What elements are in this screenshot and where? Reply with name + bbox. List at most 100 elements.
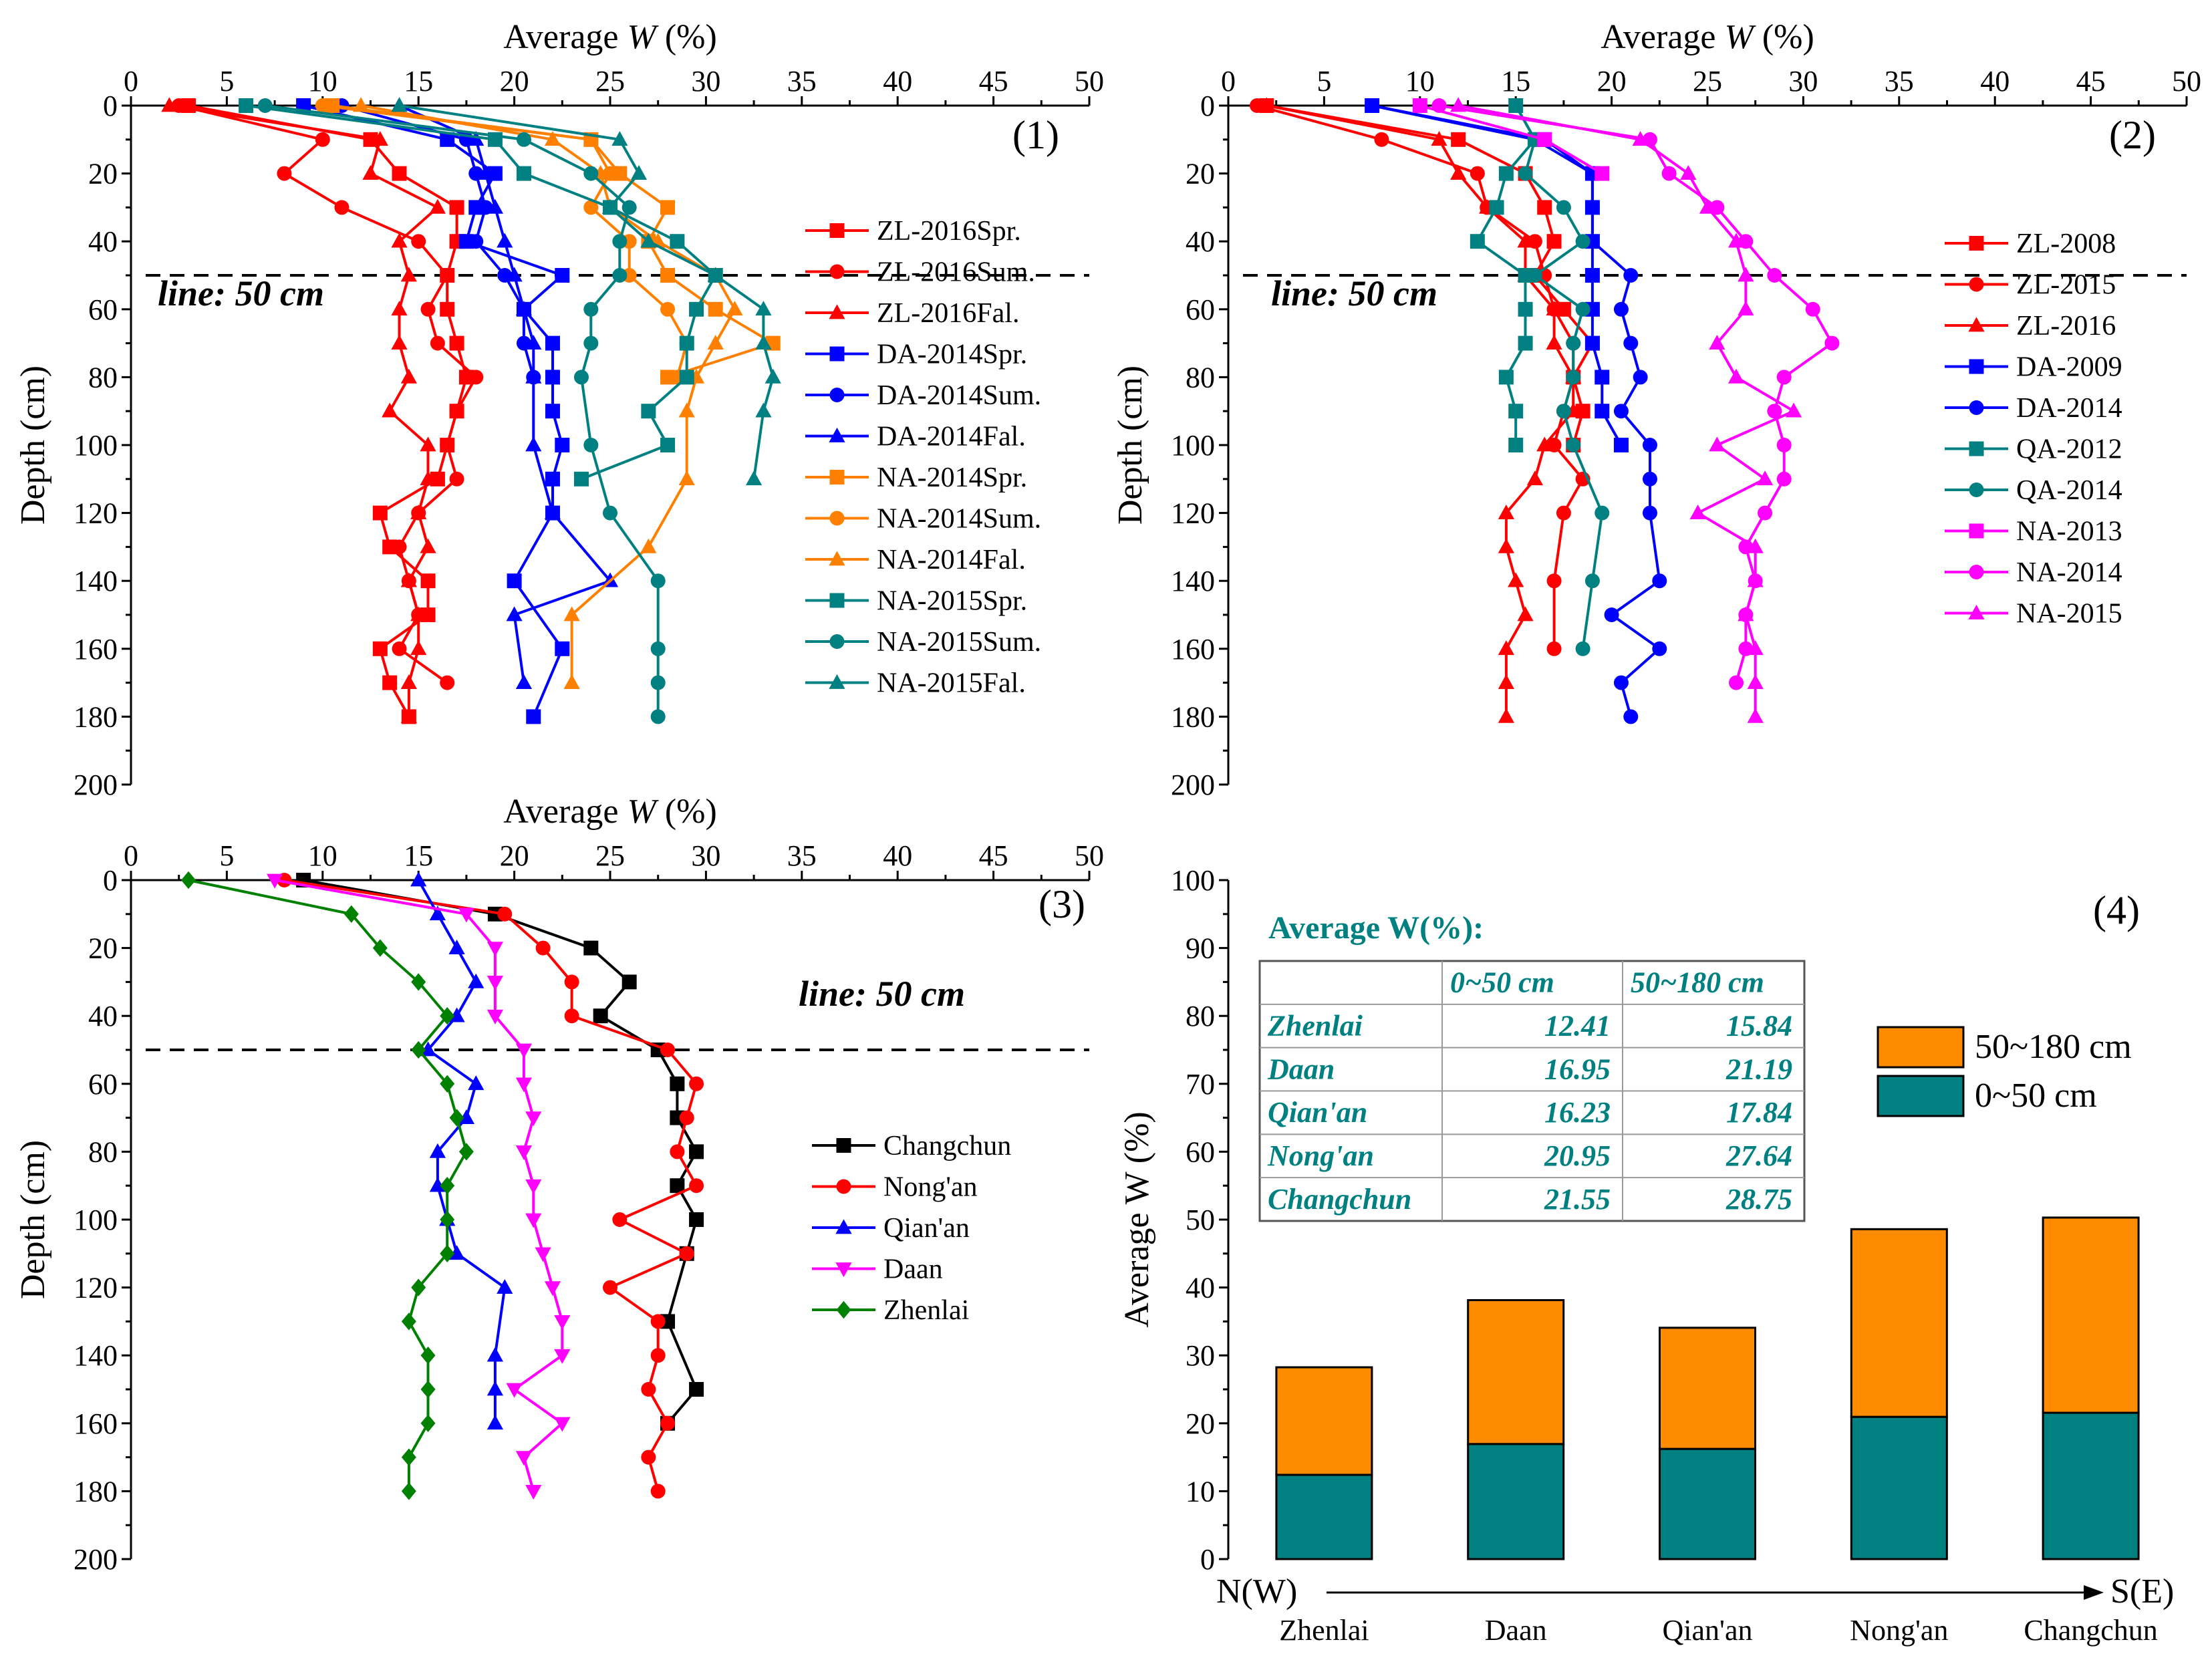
x-tick-label: 0 bbox=[124, 839, 138, 872]
legend-marker bbox=[1968, 604, 1985, 619]
x-axis-title-prefix: Average bbox=[503, 18, 627, 56]
data-point bbox=[525, 1179, 542, 1194]
data-point bbox=[1470, 234, 1485, 249]
data-point bbox=[1709, 334, 1725, 350]
data-point bbox=[1727, 368, 1745, 384]
data-point bbox=[516, 132, 531, 147]
y-tick-label: 60 bbox=[1186, 1135, 1215, 1168]
data-point bbox=[1661, 166, 1677, 181]
data-point bbox=[1517, 606, 1534, 621]
data-point bbox=[506, 606, 523, 621]
data-point bbox=[430, 335, 445, 351]
x-tick-label: 0 bbox=[124, 65, 138, 98]
data-point bbox=[601, 198, 619, 214]
data-point bbox=[449, 1109, 464, 1127]
series-ZL-2016 bbox=[1258, 97, 1582, 723]
legend-marker bbox=[829, 304, 845, 319]
y-tick-label: 80 bbox=[1186, 361, 1215, 394]
bar-50-180-cm bbox=[1467, 1298, 1565, 1445]
legend-label: NA-2014Sum. bbox=[877, 504, 1041, 535]
legend-marker bbox=[835, 1219, 852, 1234]
data-point bbox=[573, 370, 589, 385]
y-tick-label: 40 bbox=[88, 225, 118, 258]
data-point bbox=[420, 436, 436, 452]
bar-0-50-cm bbox=[1275, 1474, 1373, 1560]
legend-marker bbox=[829, 264, 845, 279]
data-point bbox=[1546, 234, 1562, 249]
series-Nong'an bbox=[277, 873, 704, 1499]
y-tick-label: 200 bbox=[1171, 769, 1215, 801]
legend-marker bbox=[829, 223, 845, 238]
legend-label: NA-2015 bbox=[2016, 599, 2122, 630]
x-tick-label: 40 bbox=[883, 839, 912, 872]
y-tick-label: 30 bbox=[1186, 1339, 1215, 1372]
series-line bbox=[188, 879, 468, 1492]
data-point bbox=[315, 98, 330, 113]
data-point bbox=[755, 334, 772, 350]
data-point bbox=[555, 641, 570, 656]
data-point bbox=[1508, 572, 1524, 587]
data-point bbox=[544, 131, 561, 146]
data-point bbox=[545, 335, 560, 351]
legend-label: Zhenlai bbox=[883, 1295, 969, 1326]
table-cell: 28.75 bbox=[1725, 1183, 1792, 1216]
y-tick-label: 160 bbox=[74, 1407, 118, 1440]
y-tick-label: 10 bbox=[1186, 1475, 1215, 1508]
data-point bbox=[449, 200, 464, 215]
data-point bbox=[1623, 709, 1639, 724]
data-point bbox=[411, 973, 426, 991]
bar-50-180-cm bbox=[1850, 1228, 1948, 1418]
data-point bbox=[410, 640, 427, 656]
y-axis-title: Depth (cm) bbox=[14, 1140, 52, 1299]
data-point bbox=[420, 1414, 436, 1432]
data-point bbox=[612, 234, 628, 249]
x-axis-title-suffix: (%) bbox=[656, 793, 717, 831]
data-point bbox=[429, 906, 446, 921]
data-point bbox=[507, 573, 522, 589]
data-point bbox=[670, 234, 685, 249]
y-tick-label: 80 bbox=[88, 361, 118, 394]
panel-p1: 0 5 10 15 20 25 30 35 40 45 50 0 20 40 60 80 100 120 140 16… bbox=[14, 18, 1104, 801]
data-point bbox=[1450, 164, 1467, 180]
data-point bbox=[1652, 641, 1667, 656]
data-point bbox=[612, 1212, 628, 1227]
legend-marker bbox=[1969, 523, 1984, 539]
data-point bbox=[1805, 301, 1820, 317]
data-point bbox=[1374, 132, 1389, 147]
data-point bbox=[535, 940, 551, 956]
data-point bbox=[660, 200, 676, 215]
data-point bbox=[1776, 370, 1792, 385]
data-point bbox=[1613, 301, 1629, 317]
data-point bbox=[1584, 573, 1600, 589]
y-tick-label: 100 bbox=[74, 1204, 118, 1236]
data-point bbox=[315, 132, 330, 147]
y-axis-title: Depth (cm) bbox=[1111, 366, 1149, 525]
x-tick-label: 20 bbox=[500, 65, 529, 98]
data-point bbox=[689, 1382, 704, 1397]
data-point bbox=[1632, 131, 1649, 146]
data-point bbox=[161, 97, 178, 112]
legend-label: Nong'an bbox=[883, 1172, 978, 1203]
data-point bbox=[1623, 335, 1639, 351]
data-point bbox=[660, 268, 676, 283]
x-tick-label: 25 bbox=[595, 839, 625, 872]
data-point bbox=[755, 402, 772, 418]
series-Daan bbox=[267, 873, 571, 1500]
data-point bbox=[1747, 708, 1764, 723]
x-tick-label: 45 bbox=[979, 65, 1008, 98]
table-cell: 17.84 bbox=[1726, 1096, 1792, 1129]
table-cell: 21.19 bbox=[1725, 1053, 1792, 1085]
data-point bbox=[583, 200, 599, 215]
data-point bbox=[515, 1145, 533, 1161]
data-point bbox=[449, 335, 464, 351]
data-point bbox=[1508, 404, 1524, 419]
data-point bbox=[411, 1278, 426, 1296]
series-NA-2014 bbox=[1431, 98, 1840, 690]
data-point bbox=[1613, 438, 1629, 452]
series-ZL-2016Spr. bbox=[181, 98, 474, 724]
data-point bbox=[1498, 504, 1514, 519]
data-point bbox=[707, 334, 724, 350]
series-NA-2014Fal. bbox=[353, 97, 743, 689]
data-point bbox=[544, 1281, 561, 1296]
legend-marker bbox=[829, 346, 845, 362]
